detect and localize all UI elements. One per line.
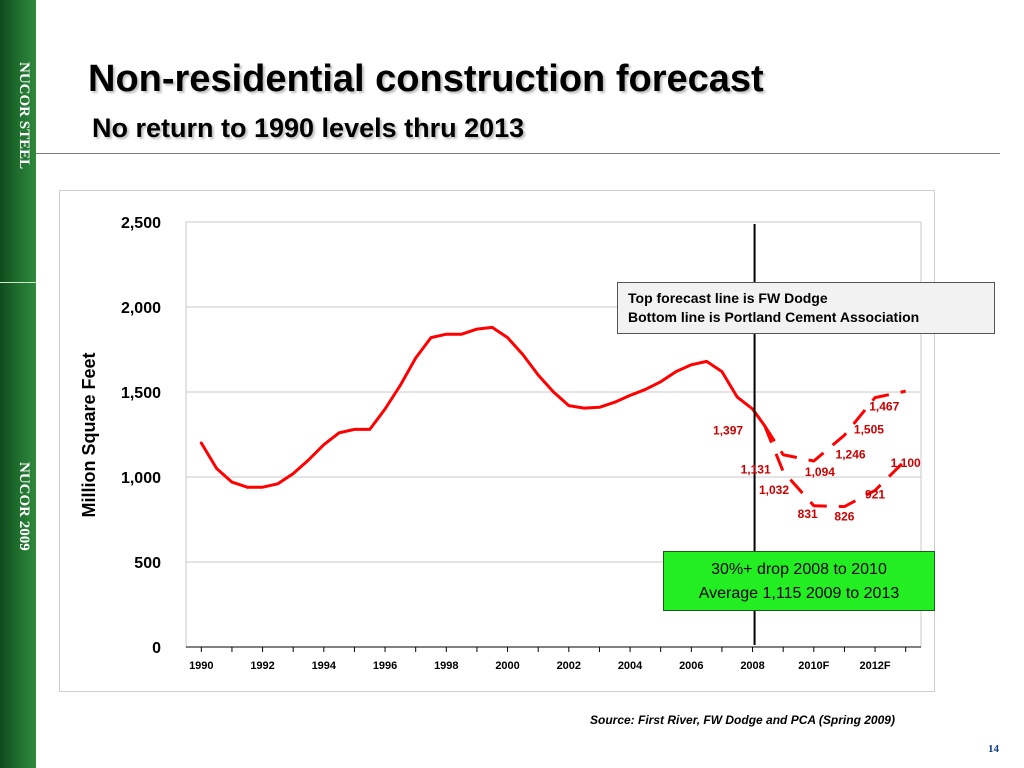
x-tick-label: 2002 (557, 660, 581, 672)
data-label: 1,397 (713, 424, 743, 438)
page-number: 14 (988, 743, 999, 755)
x-tick-label: 2006 (679, 660, 703, 672)
y-tick-label: 2,000 (121, 300, 161, 317)
y-tick-label: 0 (152, 640, 161, 657)
forecast-legend-box: Top forecast line is FW Dodge Bottom lin… (617, 282, 995, 334)
x-tick-label: 2008 (740, 660, 764, 672)
title-divider (36, 153, 1000, 154)
x-tick-label: 1990 (189, 660, 213, 672)
x-tick-label: 2000 (495, 660, 519, 672)
sidebar-brand-text: NUCOR STEEL (16, 62, 32, 170)
source-note: Source: First River, FW Dodge and PCA (S… (590, 713, 895, 727)
x-tick-label: 1996 (373, 660, 397, 672)
data-label: 1,131 (741, 463, 771, 477)
callout-line-1: 30%+ drop 2008 to 2010 (711, 561, 887, 578)
y-tick-label: 1,000 (121, 470, 161, 487)
data-label: 1,505 (854, 423, 884, 437)
data-label: 826 (834, 509, 854, 523)
data-label: 1,094 (805, 465, 835, 479)
data-label: 1,467 (869, 400, 899, 414)
drop-callout-box: 30%+ drop 2008 to 2010 Average 1,115 200… (663, 551, 935, 611)
data-label: 1,032 (759, 483, 789, 497)
x-tick-label: 2012F (859, 660, 890, 672)
y-tick-label: 2,500 (121, 215, 161, 232)
x-tick-label: 2010F (798, 660, 829, 672)
slide-title: Non-residential construction forecast (88, 58, 764, 100)
data-label: 831 (798, 507, 818, 521)
sidebar-divider (0, 282, 36, 283)
x-tick-label: 1992 (250, 660, 274, 672)
chart-frame (59, 190, 935, 692)
legend-line-top: Top forecast line is FW Dodge (628, 290, 828, 306)
pca-forecast-line (763, 425, 907, 509)
y-tick-label: 500 (134, 555, 161, 572)
sidebar: NUCOR STEEL NUCOR 2009 (0, 0, 36, 768)
y-tick-label: 1,500 (121, 385, 161, 402)
x-tick-label: 1994 (312, 660, 337, 672)
historical-series-line (199, 325, 767, 489)
callout-line-2: Average 1,115 2009 to 2013 (698, 585, 900, 602)
fw-dodge-forecast-line (763, 389, 906, 463)
slide-subtitle: No return to 1990 levels thru 2013 (92, 113, 525, 143)
data-label: 921 (865, 487, 885, 501)
x-tick-label: 1998 (434, 660, 458, 672)
legend-line-bottom: Bottom line is Portland Cement Associati… (628, 309, 920, 325)
sidebar-year-text: NUCOR 2009 (16, 462, 32, 551)
y-axis-title: Million Square Feet (79, 352, 99, 517)
x-tick-label: 2004 (618, 660, 643, 672)
data-label: 1,246 (836, 447, 866, 461)
data-label: 1,100 (891, 456, 921, 470)
